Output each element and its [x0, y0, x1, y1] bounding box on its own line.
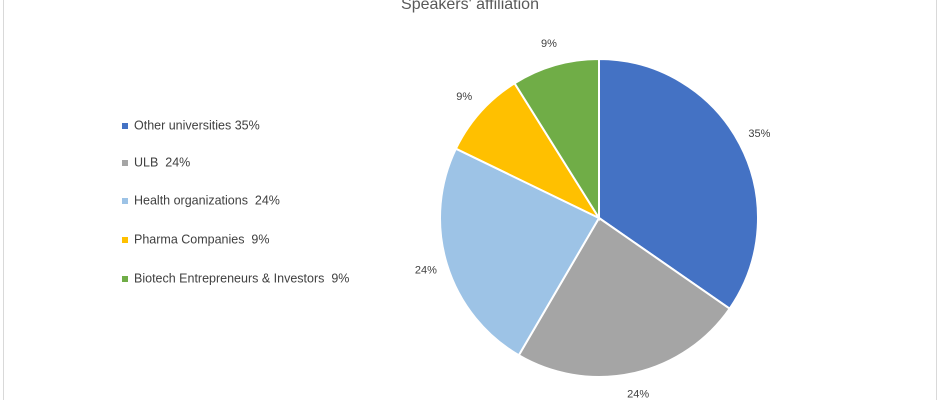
legend-marker: [122, 276, 128, 282]
legend-marker: [122, 123, 128, 129]
legend-text: Biotech Entrepreneurs & Investors 9%: [134, 271, 349, 285]
pie-slice: [513, 57, 600, 222]
legend-text: Pharma Companies 9%: [134, 232, 269, 246]
pie-slice: [454, 81, 602, 221]
pie-slice: [598, 57, 759, 311]
legend-text: ULB 24%: [134, 155, 190, 169]
data-label: 24%: [415, 265, 437, 277]
legend-marker: [122, 160, 128, 166]
legend-text: Other universities 35%: [134, 118, 260, 132]
legend-marker: [122, 237, 128, 243]
pie-slice: [439, 147, 601, 357]
legend-text: Health organizations 24%: [134, 193, 280, 207]
data-label: 9%: [456, 91, 472, 103]
chart-title: Speakers' affiliation: [401, 0, 539, 13]
data-label: 35%: [748, 128, 770, 140]
legend-marker: [122, 198, 128, 204]
data-label: 24%: [627, 389, 649, 400]
pie-slice: [517, 216, 732, 378]
data-label: 9%: [541, 38, 557, 50]
